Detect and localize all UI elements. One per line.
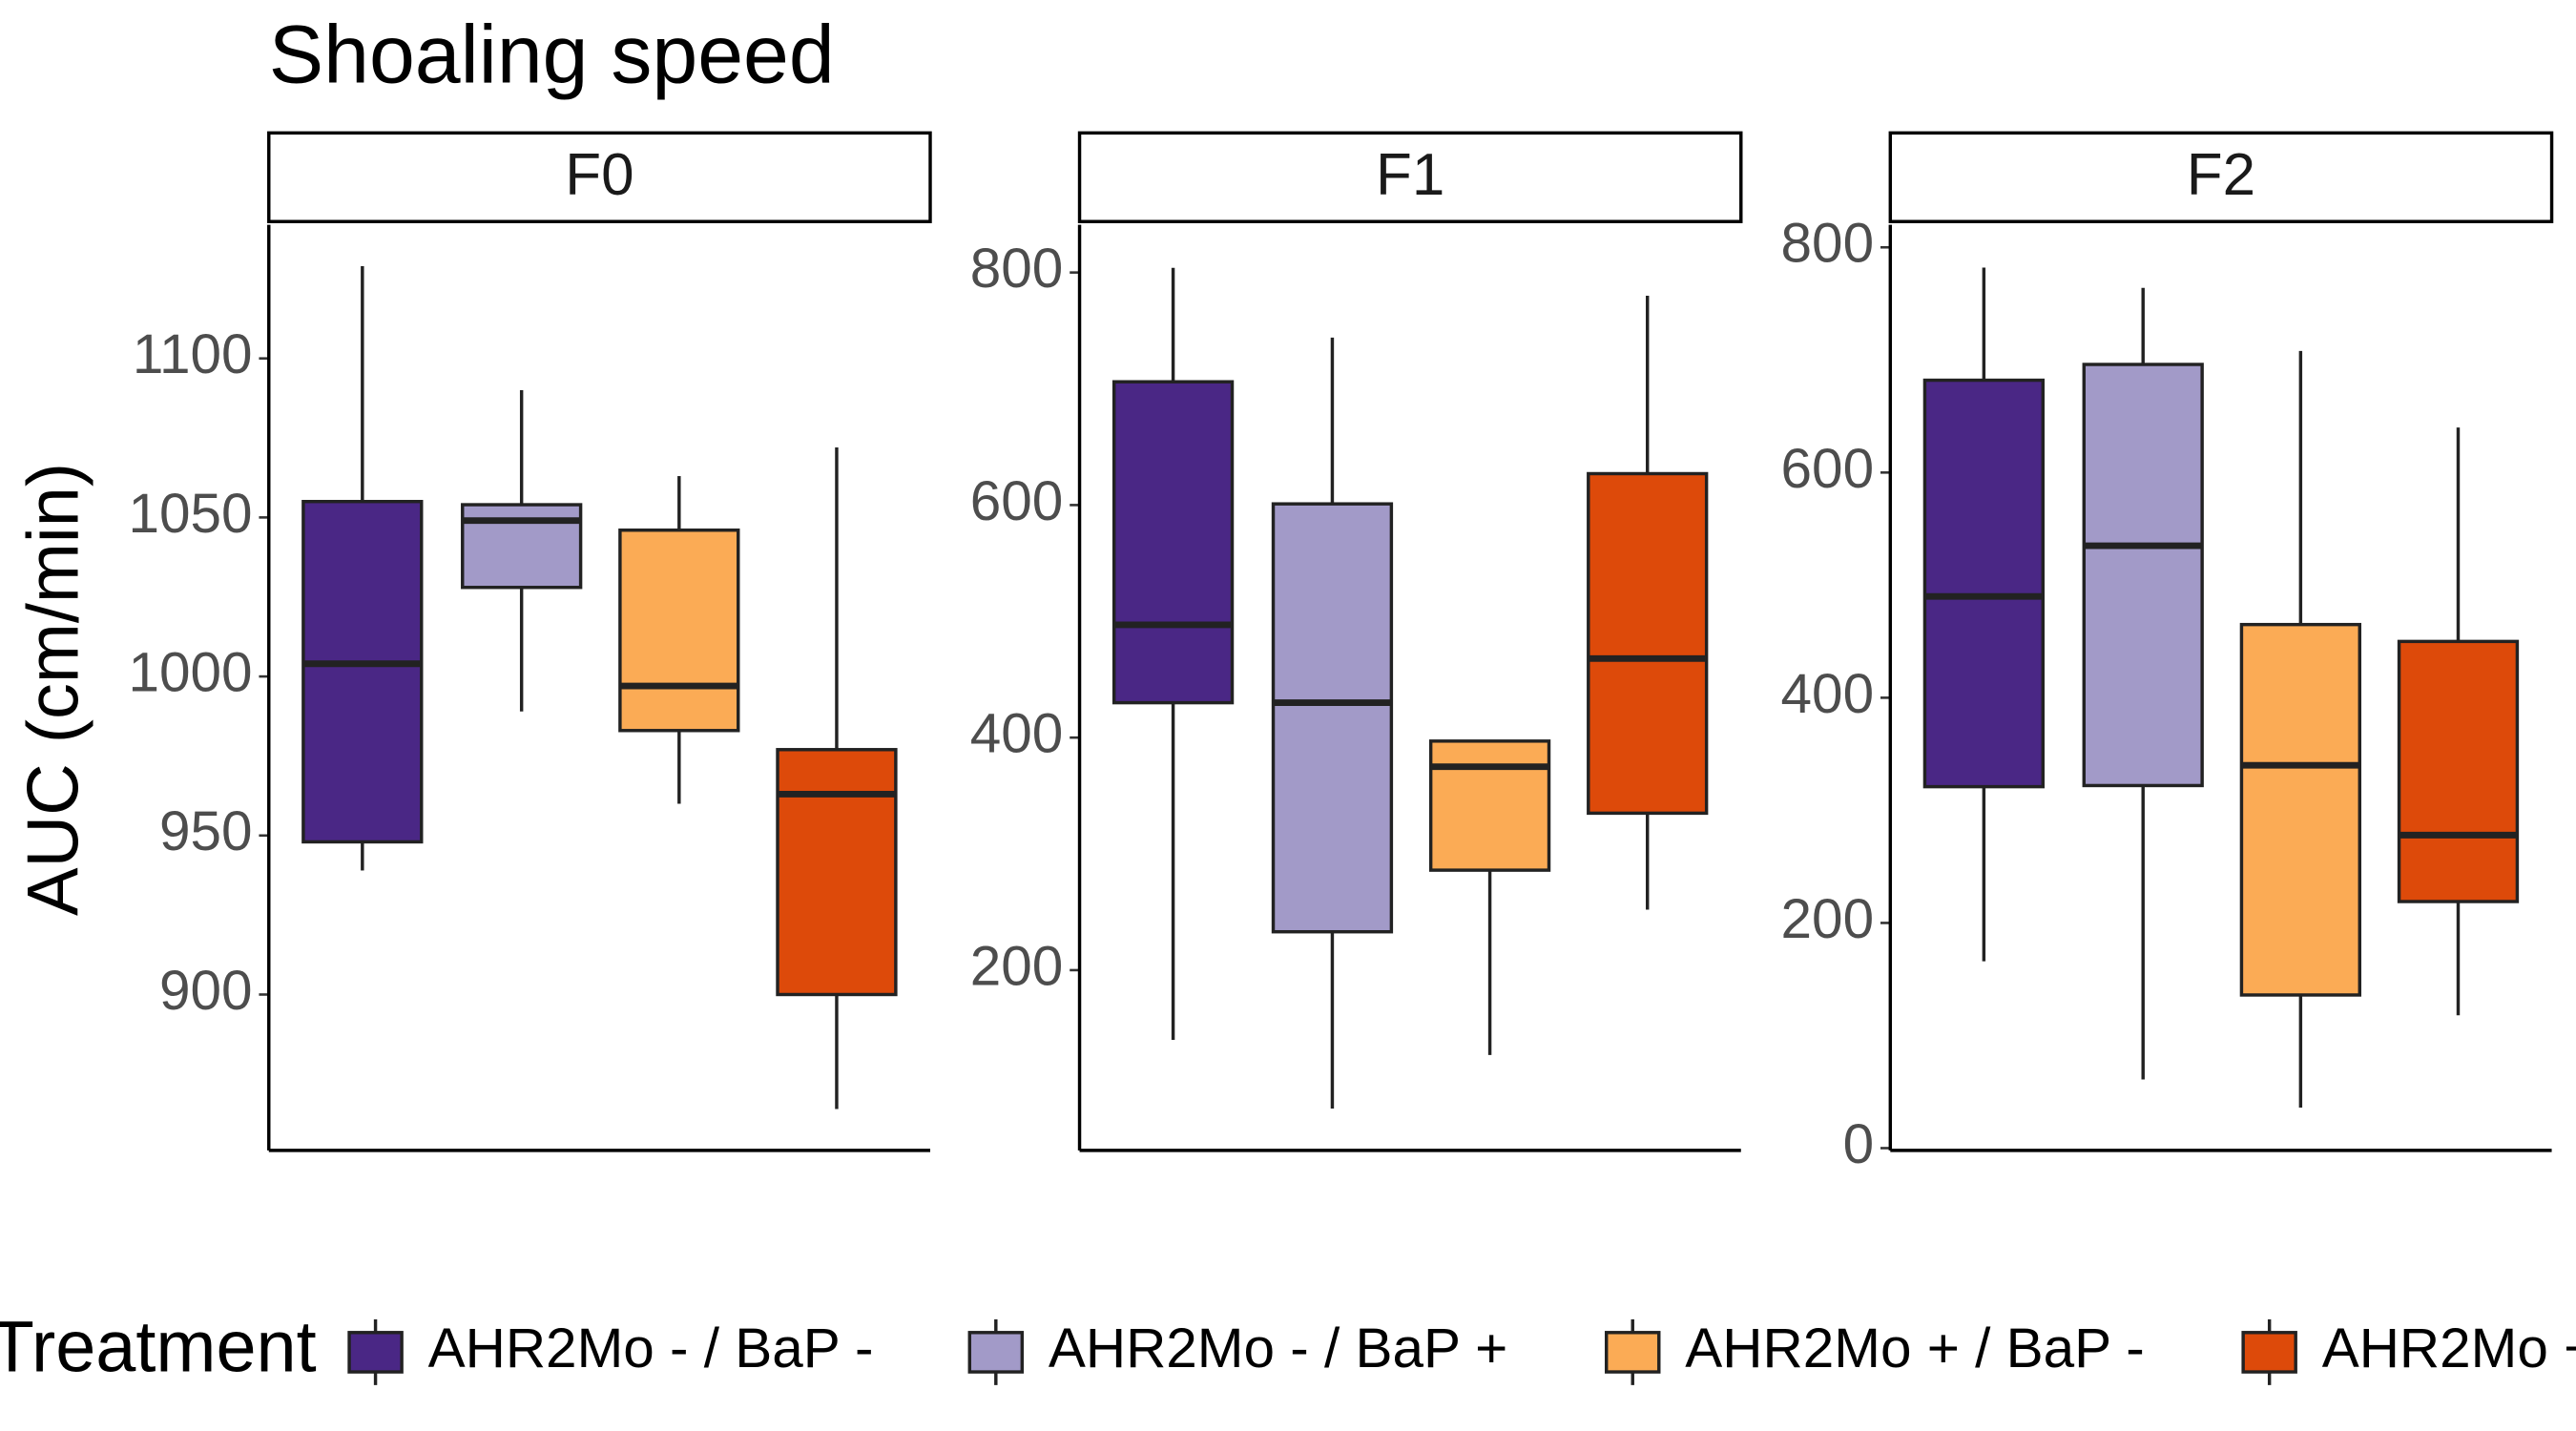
legend-label: AHR2Mo + / BaP + — [2322, 1317, 2576, 1379]
box — [1111, 380, 1235, 705]
box — [2397, 639, 2520, 903]
legend-title: Treatment — [0, 1306, 317, 1387]
chart-title: Shoaling speed — [269, 9, 835, 100]
y-tick-label: 200 — [1781, 888, 1875, 950]
y-tick-label: 1000 — [128, 642, 252, 704]
y-tick-label: 1100 — [133, 323, 253, 385]
y-axis-label: AUC (cm/min) — [13, 463, 94, 916]
y-tick-label: 900 — [159, 960, 253, 1022]
box — [618, 529, 740, 733]
box — [1922, 378, 2046, 789]
box — [301, 499, 424, 844]
box — [2239, 622, 2361, 997]
legend-label: AHR2Mo - / BaP - — [428, 1317, 874, 1379]
legend-key — [347, 1331, 404, 1374]
box — [2082, 363, 2204, 788]
box — [1271, 502, 1394, 934]
legend-label: AHR2Mo - / BaP + — [1049, 1317, 1507, 1379]
strip — [1888, 131, 2554, 223]
y-tick-label: 800 — [970, 238, 1064, 300]
y-tick-label: 1050 — [128, 483, 252, 545]
legend-label: AHR2Mo + / BaP - — [1685, 1317, 2144, 1379]
box — [1587, 471, 1709, 816]
y-tick-label: 600 — [970, 470, 1064, 532]
strip-label: F0 — [565, 142, 634, 208]
y-tick-label: 200 — [970, 935, 1064, 997]
y-tick-label: 400 — [970, 703, 1064, 765]
strip — [1077, 131, 1743, 223]
legend-key — [2241, 1331, 2297, 1374]
box — [1428, 739, 1551, 872]
box — [776, 748, 898, 997]
y-tick-label: 400 — [1781, 663, 1875, 725]
y-tick-label: 600 — [1781, 438, 1875, 500]
strip — [267, 131, 932, 223]
legend-key — [967, 1331, 1025, 1374]
box — [461, 503, 583, 590]
strip-label: F1 — [1376, 142, 1444, 208]
y-tick-label: 800 — [1781, 213, 1875, 275]
y-tick-label: 950 — [159, 800, 253, 862]
legend-key — [1604, 1331, 1661, 1374]
strip-label: F2 — [2187, 142, 2255, 208]
y-tick-label: 0 — [1843, 1113, 1875, 1175]
